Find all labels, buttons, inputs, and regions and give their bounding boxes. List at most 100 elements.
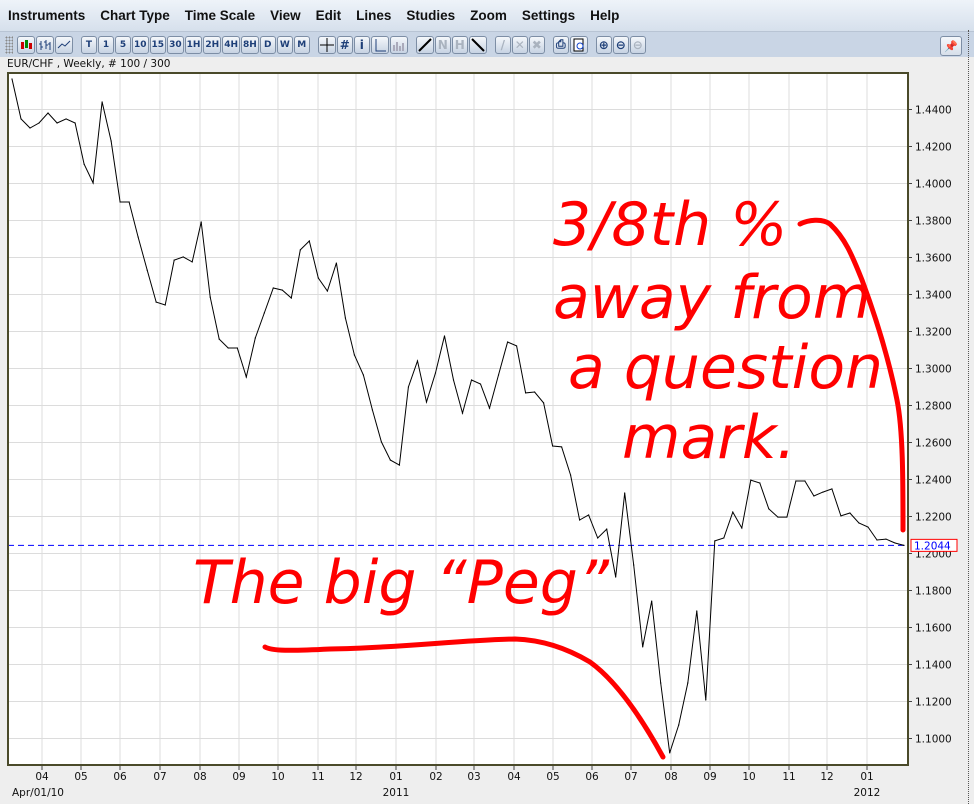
data-point [92,182,94,184]
time-scale-1-button[interactable]: 1 [98,35,114,54]
data-point [849,512,851,514]
menu-instruments[interactable]: Instruments [8,8,86,23]
menu-edit[interactable]: Edit [315,8,342,23]
menu-lines[interactable]: Lines [356,8,392,23]
menu-studies[interactable]: Studies [406,8,456,23]
time-scale-15-button[interactable]: 15 [149,35,167,54]
menu-time-scale[interactable]: Time Scale [184,8,256,23]
y-tick-label: 1.4000 [915,179,952,191]
x-tick-label: 06 [113,771,127,783]
zoom-out-icon[interactable]: ⊖ [612,35,629,54]
zoom-reset-icon[interactable]: ⊖ [629,35,646,54]
info-icon[interactable]: i [353,35,370,54]
data-point [561,446,563,448]
parallel-line-icon[interactable]: N [434,35,451,54]
data-point [822,491,824,493]
data-point [524,392,527,394]
x-tick-label: 06 [585,771,599,783]
data-point [750,479,752,481]
time-scale-5-button[interactable]: 5 [115,35,131,54]
time-scale-8h-button[interactable]: 8H [240,35,259,54]
x-tick-label: 09 [703,771,716,783]
x-tick-label: 10 [742,771,755,783]
data-point [542,402,545,404]
data-point [227,347,229,349]
data-point [579,519,581,521]
data-point [903,544,905,546]
toolbar-grip[interactable] [5,35,13,54]
data-point [678,724,680,726]
data-point [651,600,653,602]
data-point [74,122,76,124]
data-point [137,236,139,238]
window-edge [968,30,969,804]
x-tick-label: 05 [74,771,87,783]
menu-zoom[interactable]: Zoom [470,8,507,23]
candlestick-icon[interactable] [17,35,35,54]
print-icon[interactable]: ⎙ [552,35,569,54]
y-tick-label: 1.4400 [915,105,952,117]
bar-chart-icon[interactable] [36,35,54,54]
data-point [209,296,211,298]
data-point [299,249,301,251]
trendline-icon[interactable] [415,35,434,54]
pin-icon[interactable]: 📌 [940,36,962,56]
data-point [633,564,635,566]
x-tick-label: 03 [467,771,480,783]
data-point [660,682,662,684]
time-scale-30-button[interactable]: 30 [167,35,184,54]
data-point [813,495,815,497]
time-scale-w-button[interactable]: W [276,35,293,54]
y-tick-label: 1.1400 [915,660,952,672]
line-chart-icon[interactable] [55,35,73,54]
fibonacci-icon[interactable] [468,35,487,54]
y-tick-label: 1.3000 [915,364,952,376]
annotation-arrow-peg [262,636,666,760]
data-point [56,122,58,124]
time-scale-group: T 1 5 10 15 30 1H 2H 4H 8H D W M [81,35,311,54]
menu-settings[interactable]: Settings [521,8,576,23]
ruler-icon[interactable] [370,35,389,54]
delete-line-icon[interactable]: / [494,35,511,54]
menu-view[interactable]: View [270,8,301,23]
time-scale-t-button[interactable]: T [81,35,97,54]
x-tick-label: 11 [311,771,324,783]
menu-chart-type[interactable]: Chart Type [100,8,170,23]
y-tick-label: 1.3200 [915,327,952,339]
delete-all-icon[interactable]: ✖ [528,35,545,54]
data-point [795,480,797,482]
grid-icon[interactable]: # [336,35,353,54]
menu-help[interactable]: Help [590,8,620,23]
data-point [164,304,166,306]
delete-group: / ✕ ✖ [494,35,546,54]
time-scale-1h-button[interactable]: 1H [184,35,203,54]
data-point [615,576,617,578]
data-point [705,699,707,701]
time-scale-d-button[interactable]: D [259,35,276,54]
channel-icon[interactable]: H [451,35,468,54]
delete-icon[interactable]: ✕ [511,35,528,54]
data-point [804,480,806,482]
y-tick-label: 1.3400 [915,290,952,302]
time-scale-4h-button[interactable]: 4H [222,35,240,54]
time-scale-m-button[interactable]: M [293,35,310,54]
time-scale-2h-button[interactable]: 2H [203,35,222,54]
data-point [669,752,671,754]
annotation-line-3: a question [568,333,883,403]
data-point [353,354,355,356]
volume-icon[interactable] [389,35,408,54]
data-point [723,537,725,539]
zoom-in-icon[interactable]: ⊕ [595,35,612,54]
print-preview-icon[interactable] [569,35,588,54]
series-line [11,78,905,754]
time-scale-10-button[interactable]: 10 [132,35,149,54]
data-point [461,412,464,414]
x-tick-label: 10 [271,771,284,783]
cursor-group: # i [317,35,409,54]
x-period-label: Apr/01/10 [12,787,64,799]
data-point [20,118,22,120]
crosshair-icon[interactable] [317,35,336,54]
data-point [236,347,238,349]
